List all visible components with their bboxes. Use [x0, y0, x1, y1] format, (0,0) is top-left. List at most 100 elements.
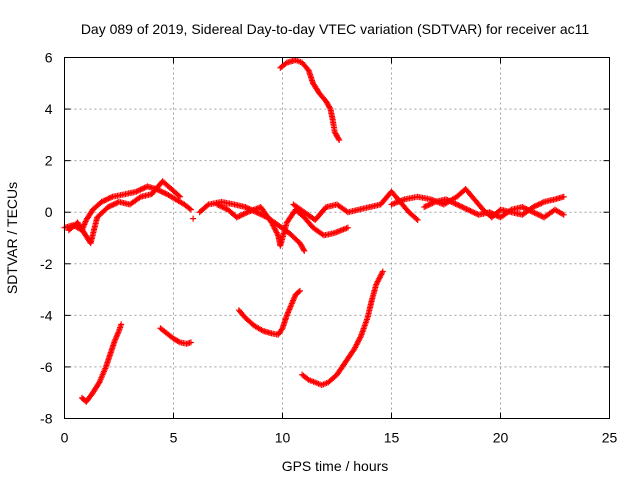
axis-ticks: 0 5 10 15 20 25 -8 -6 -4 -2 0 2 4 6 [40, 50, 617, 446]
data-point [243, 204, 250, 211]
data-point [443, 196, 449, 203]
data-point [256, 210, 263, 217]
series-arc-baseline-mid-c [290, 188, 421, 223]
data-point [107, 202, 114, 209]
data-point [492, 211, 499, 218]
y-tick-label: -2 [40, 256, 53, 272]
data-point [507, 207, 514, 214]
data-point [530, 209, 537, 216]
series-arc-low-3 [235, 287, 303, 338]
data-point [426, 201, 433, 208]
data-point [219, 204, 226, 211]
data-point [235, 213, 242, 220]
x-tick-label: 0 [61, 430, 69, 446]
data-point [459, 204, 466, 211]
data-point [215, 202, 222, 209]
series-arc-low-4 [299, 268, 386, 388]
data-point [118, 321, 125, 328]
data-point [175, 338, 182, 345]
data-point [111, 200, 118, 207]
data-point [519, 204, 526, 211]
data-point [430, 199, 437, 206]
data-point [101, 197, 108, 204]
data-point [537, 200, 544, 207]
data-point [300, 246, 307, 253]
data-point [526, 207, 533, 214]
grid [64, 57, 610, 419]
data-point [177, 193, 184, 200]
data-point [531, 209, 538, 216]
data-point [560, 193, 567, 200]
series-arc-baseline-early-b [65, 178, 184, 247]
x-tick-label: 5 [170, 430, 178, 446]
data-point [157, 187, 164, 194]
data-point [326, 104, 333, 111]
data-point [468, 208, 475, 215]
data-point [109, 202, 116, 209]
data-point [520, 204, 527, 211]
data-point [447, 198, 454, 205]
data-point [214, 201, 221, 208]
data-point [102, 196, 109, 203]
data-point [242, 204, 249, 211]
data-point [240, 211, 247, 218]
data-point [464, 206, 471, 213]
data-point [493, 212, 500, 219]
data-point [421, 204, 428, 211]
data-point [472, 210, 479, 217]
data-point [336, 137, 343, 144]
data-point [136, 187, 143, 194]
data-point [108, 194, 115, 201]
data-point [104, 196, 111, 203]
data-point [530, 204, 537, 211]
data-point [490, 211, 497, 218]
data-point [532, 202, 539, 209]
x-axis-label: GPS time / hours [282, 458, 389, 474]
data-point [218, 203, 225, 210]
data-point [423, 202, 430, 209]
data-point [448, 198, 455, 205]
data-point [522, 205, 529, 212]
data-point [451, 200, 458, 207]
data-point [257, 211, 264, 218]
data-point [455, 202, 462, 209]
y-axis-label: SDTVAR / TECUs [4, 182, 20, 294]
data-marks [61, 57, 567, 405]
data-point [449, 199, 456, 206]
x-tick-label: 20 [493, 430, 509, 446]
series-arc-low-1 [78, 321, 125, 405]
data-point [216, 202, 223, 209]
data-point [453, 201, 460, 208]
data-point [456, 202, 463, 209]
data-point [524, 206, 531, 213]
y-tick-label: 4 [45, 101, 53, 117]
data-point [470, 209, 477, 216]
data-point [466, 207, 473, 214]
data-point [538, 200, 545, 207]
data-point [110, 201, 117, 208]
data-point [138, 186, 145, 193]
data-point [278, 326, 285, 333]
data-point [413, 215, 420, 222]
data-point [140, 185, 147, 192]
data-point [444, 196, 451, 203]
y-tick-label: 6 [45, 50, 53, 66]
series-arc-high [277, 57, 343, 144]
y-tick-label: -8 [40, 411, 53, 427]
data-point [239, 211, 246, 218]
data-point [175, 192, 182, 199]
data-point [141, 184, 148, 191]
data-point [335, 135, 342, 142]
data-point [445, 197, 452, 204]
data-point [344, 224, 351, 231]
data-point [534, 202, 541, 209]
y-tick-label: 0 [45, 204, 53, 220]
data-point [105, 204, 112, 211]
data-point [220, 204, 227, 211]
data-point [106, 195, 113, 202]
series-arc-baseline-mid [196, 198, 308, 254]
data-point [296, 287, 303, 294]
data-point [99, 198, 106, 205]
